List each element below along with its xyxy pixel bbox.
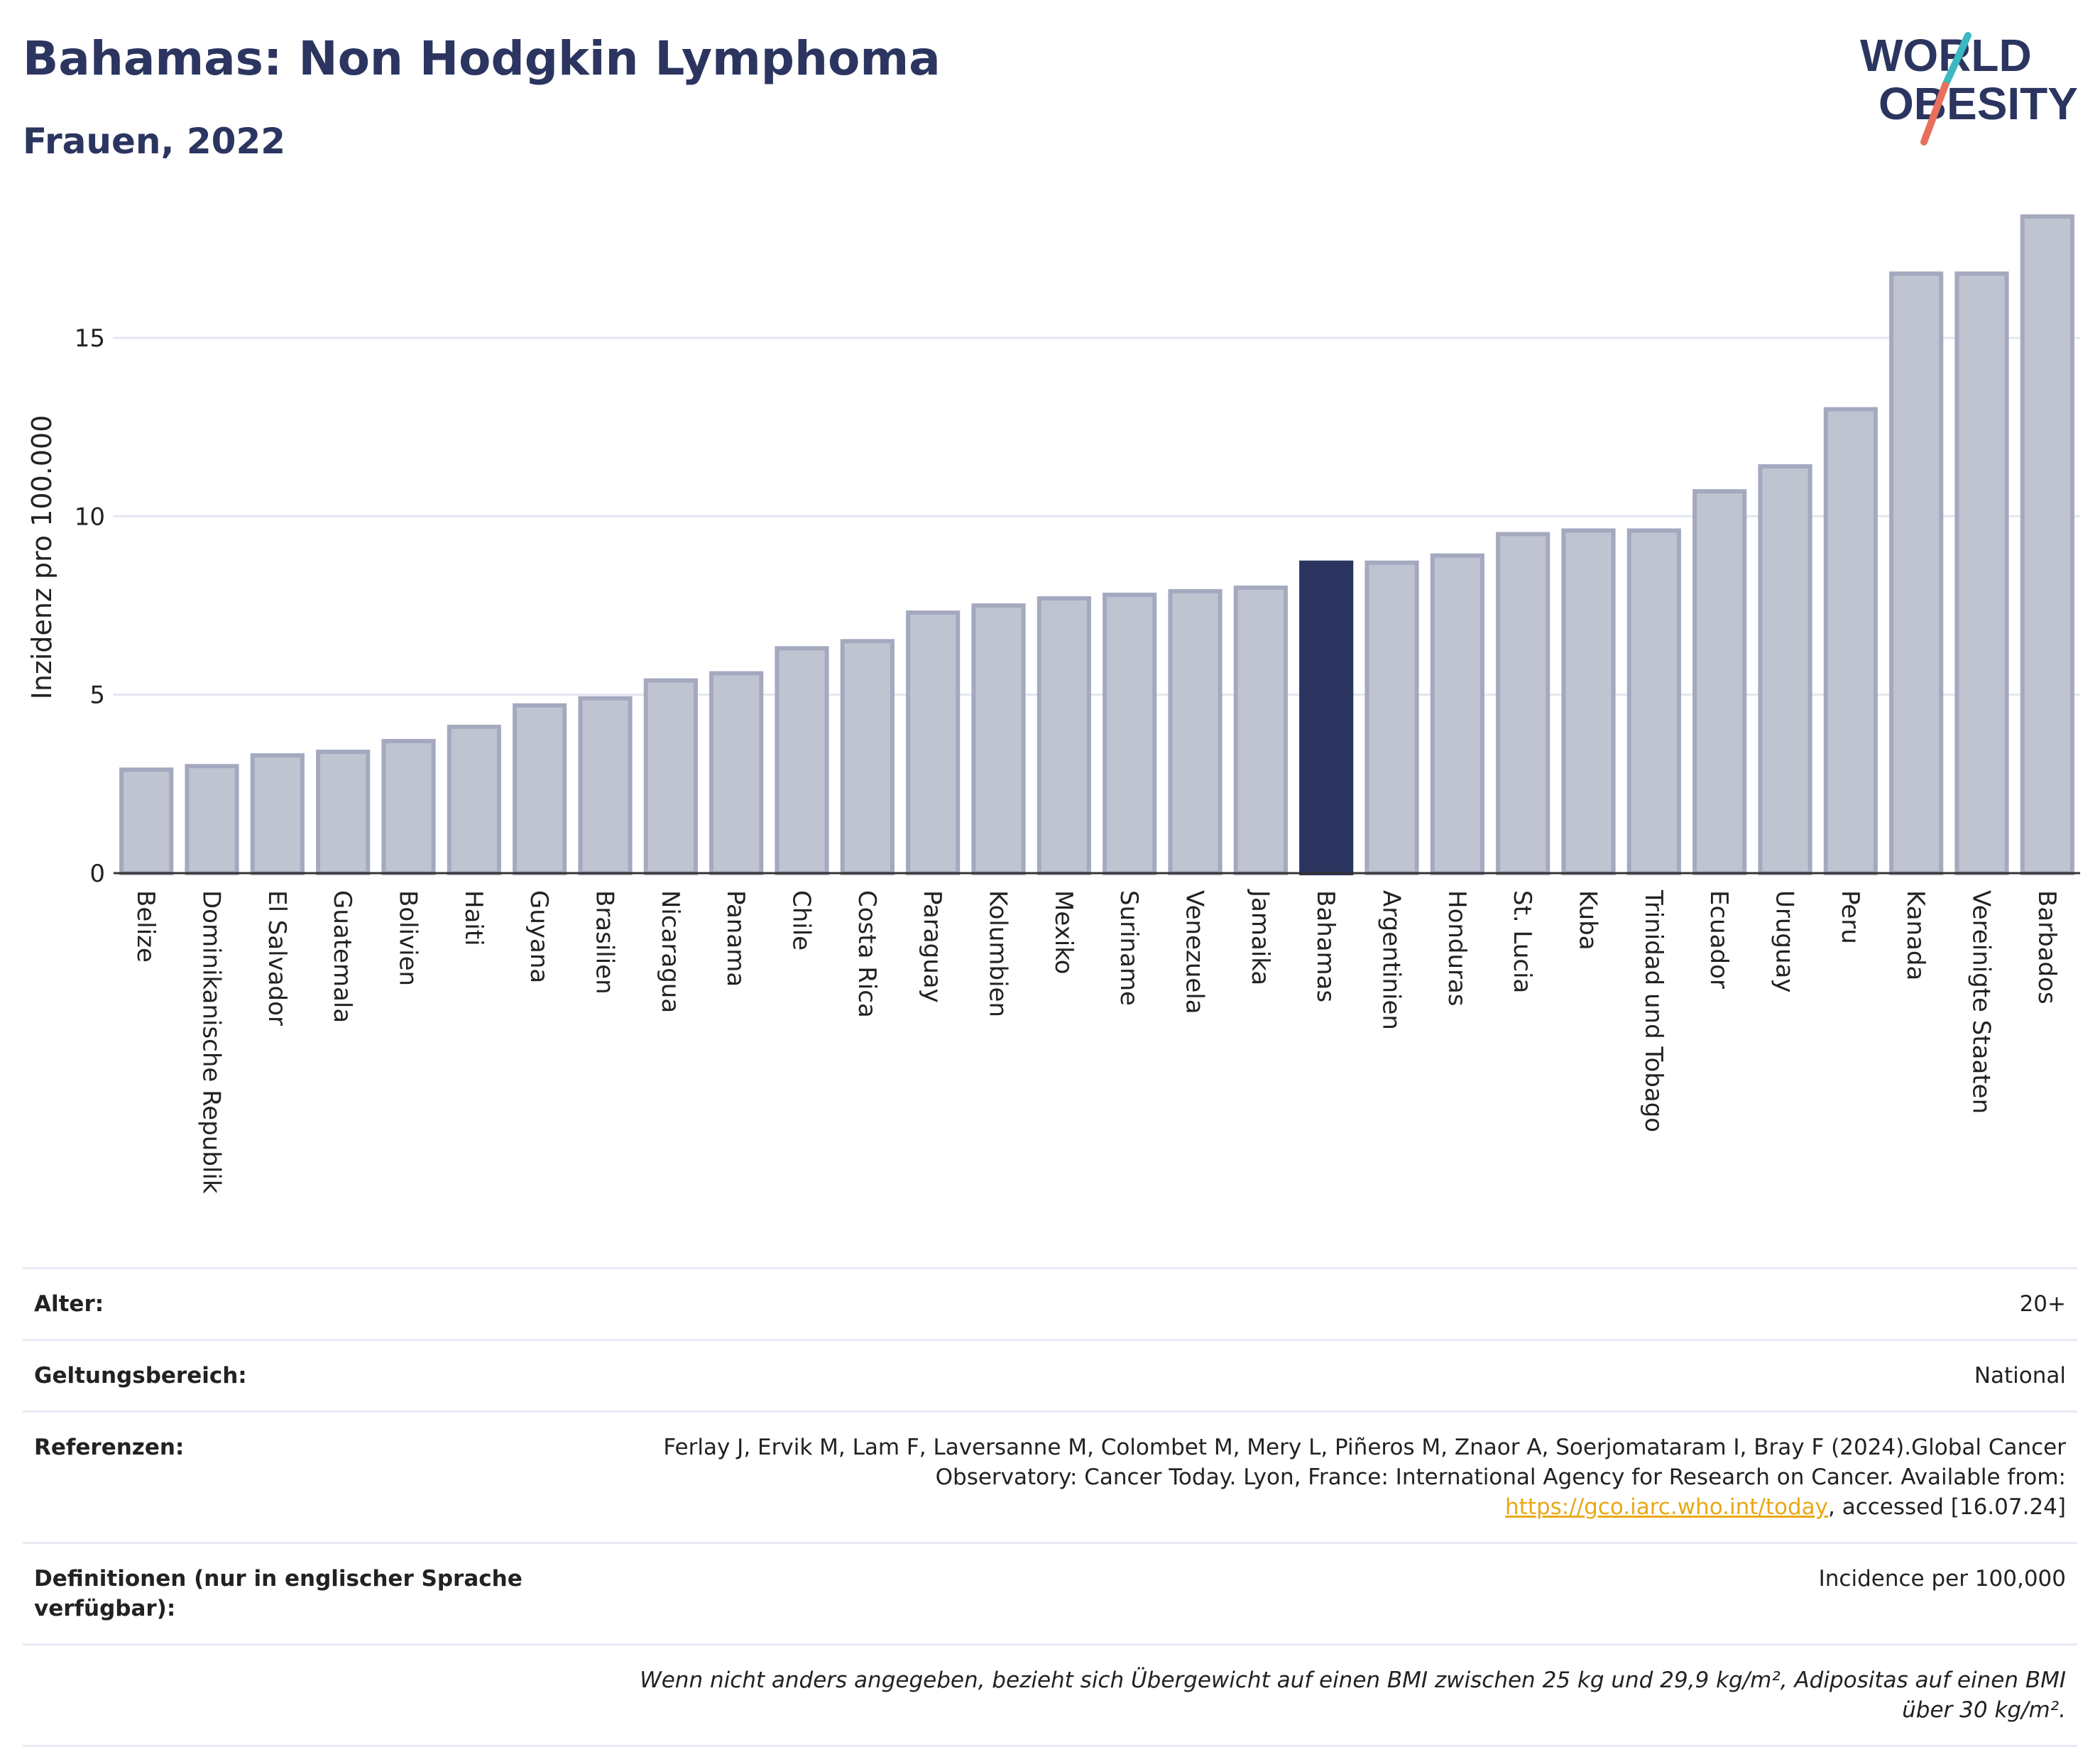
footnote: Wenn nicht anders angegeben, bezieht sic…: [640, 1667, 2066, 1723]
x-tick-label: Kuba: [1574, 890, 1602, 951]
info-row-age: Alter: 20+: [23, 1267, 2077, 1339]
bar: [1954, 271, 2009, 875]
references-text-2: , accessed [16.07.24]: [1827, 1494, 2066, 1520]
y-tick-label: 0: [89, 860, 105, 888]
bar: [775, 646, 829, 875]
chart-title: Bahamas: Non Hodgkin Lymphoma: [23, 31, 941, 86]
x-tick-label: Bahamas: [1311, 890, 1340, 1002]
bar: [250, 753, 305, 876]
bar: [709, 671, 764, 876]
bar: [1037, 596, 1091, 876]
bar: [840, 639, 895, 875]
age-value: 20+: [2019, 1291, 2066, 1317]
bar: [1692, 489, 1747, 875]
x-tick-label: Haiti: [459, 890, 488, 946]
y-tick-label: 15: [75, 324, 105, 353]
definitions-label: Definitionen (nur in englischer Sprache …: [34, 1566, 523, 1621]
x-tick-label: Chile: [787, 890, 816, 951]
scope-label: Geltungsbereich:: [34, 1363, 247, 1389]
x-tick-label: Barbados: [2033, 890, 2061, 1004]
references-value: Ferlay J, Ervik M, Lam F, Laversanne M, …: [603, 1433, 2066, 1522]
bar: [119, 767, 174, 875]
x-tick-label: Ecuador: [1705, 890, 1733, 989]
bar: [1233, 585, 1288, 875]
x-tick-label: Belize: [131, 890, 160, 963]
y-tick-label: 5: [89, 681, 105, 710]
x-tick-label: Costa Rica: [853, 890, 881, 1018]
x-tick-label: Guatemala: [328, 890, 356, 1023]
logo-slash-top: [1942, 32, 1972, 89]
bar: [1823, 407, 1878, 875]
references-link[interactable]: https://gco.iarc.who.int/today: [1505, 1494, 1828, 1520]
bar: [2020, 214, 2074, 875]
definitions-value: Incidence per 100,000: [1818, 1566, 2066, 1592]
logo-text-line1: WORLD: [1860, 30, 2032, 81]
x-tick-label: Venezuela: [1181, 890, 1209, 1014]
x-tick-label: Panama: [721, 890, 750, 987]
y-tick-label: 10: [75, 503, 105, 531]
bar: [578, 696, 633, 875]
bar: [643, 678, 698, 875]
x-tick-label: Mexiko: [1049, 890, 1078, 975]
bar: [1496, 532, 1551, 875]
info-row-references: Referenzen: Ferlay J, Ervik M, Lam F, La…: [23, 1411, 2077, 1542]
x-tick-label: El Salvador: [263, 890, 291, 1026]
world-obesity-logo: WORLD OBESITY: [1860, 30, 2078, 146]
x-tick-label: Dominikanische Republik: [197, 890, 226, 1194]
bar: [971, 603, 1026, 875]
bar: [1168, 588, 1223, 875]
logo-slash-bottom: [1920, 82, 1949, 146]
x-tick-label: Vereinigte Staaten: [1967, 890, 1996, 1114]
bar: [185, 764, 239, 876]
scope-value: National: [1974, 1363, 2066, 1389]
references-text-1: Ferlay J, Ervik M, Lam F, Laversanne M, …: [663, 1435, 2066, 1490]
x-tick-label: Paraguay: [918, 890, 946, 1003]
references-label: Referenzen:: [34, 1435, 185, 1460]
x-tick-label: Argentinien: [1377, 890, 1406, 1030]
bar: [1299, 560, 1354, 875]
bar: [447, 724, 501, 876]
bar-chart: 0 5 10 15 Inzidenz pro 100.000 Belize Dominika…: [26, 214, 2080, 1194]
info-row-note: Wenn nicht anders angegeben, bezieht sic…: [23, 1643, 2077, 1747]
chart-subtitle: Frauen, 2022: [23, 121, 286, 162]
x-tick-label: Uruguay: [1771, 890, 1799, 993]
info-table: Alter: 20+ Geltungsbereich: National Ref…: [23, 1267, 2077, 1747]
bar: [1103, 592, 1157, 875]
x-tick-label: Brasilien: [591, 890, 619, 995]
y-axis-label: Inzidenz pro 100.000: [26, 415, 58, 700]
x-tick-label: Peru: [1836, 890, 1864, 944]
x-tick-label: Guyana: [525, 890, 553, 983]
x-tick-label: St. Lucia: [1508, 890, 1536, 993]
x-tick-label: Honduras: [1443, 890, 1471, 1007]
x-tick-label: Kanada: [1901, 890, 1930, 980]
age-label: Alter:: [34, 1291, 104, 1317]
bar: [906, 610, 961, 875]
bar: [1430, 553, 1484, 875]
x-tick-label: Bolivien: [394, 890, 422, 986]
x-tick-label: Trinidad und Tobago: [1639, 889, 1668, 1132]
bar: [1365, 560, 1419, 875]
logo-text-line2: OBESITY: [1878, 78, 2078, 129]
bar: [316, 750, 371, 875]
info-row-definitions: Definitionen (nur in englischer Sprache …: [23, 1542, 2077, 1643]
bar: [1561, 528, 1616, 875]
x-tick-label: Jamaika: [1246, 889, 1274, 985]
bar: [513, 703, 567, 875]
x-tick-label: Kolumbien: [984, 890, 1012, 1017]
bar: [1626, 528, 1681, 875]
x-tick-label: Suriname: [1115, 890, 1143, 1006]
info-row-scope: Geltungsbereich: National: [23, 1339, 2077, 1411]
bar: [1889, 271, 1944, 875]
bar: [1758, 464, 1812, 875]
bar: [381, 739, 436, 875]
x-tick-label: Nicaragua: [656, 890, 684, 1013]
